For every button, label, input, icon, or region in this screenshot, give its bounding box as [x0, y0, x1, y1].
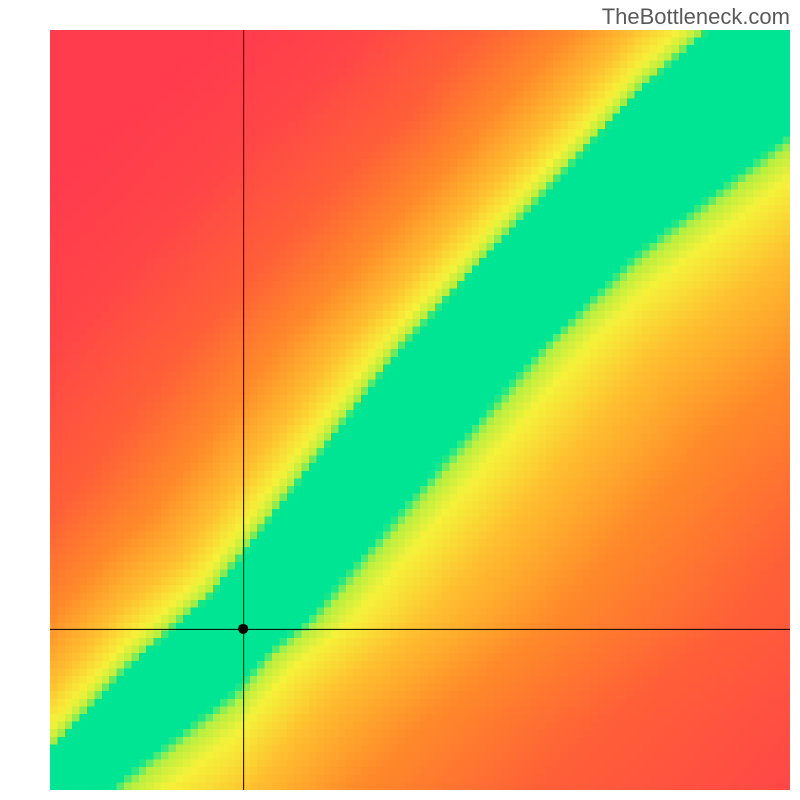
bottleneck-heatmap: [50, 30, 790, 790]
crosshair-overlay: [50, 30, 790, 790]
watermark-text: TheBottleneck.com: [602, 4, 790, 30]
